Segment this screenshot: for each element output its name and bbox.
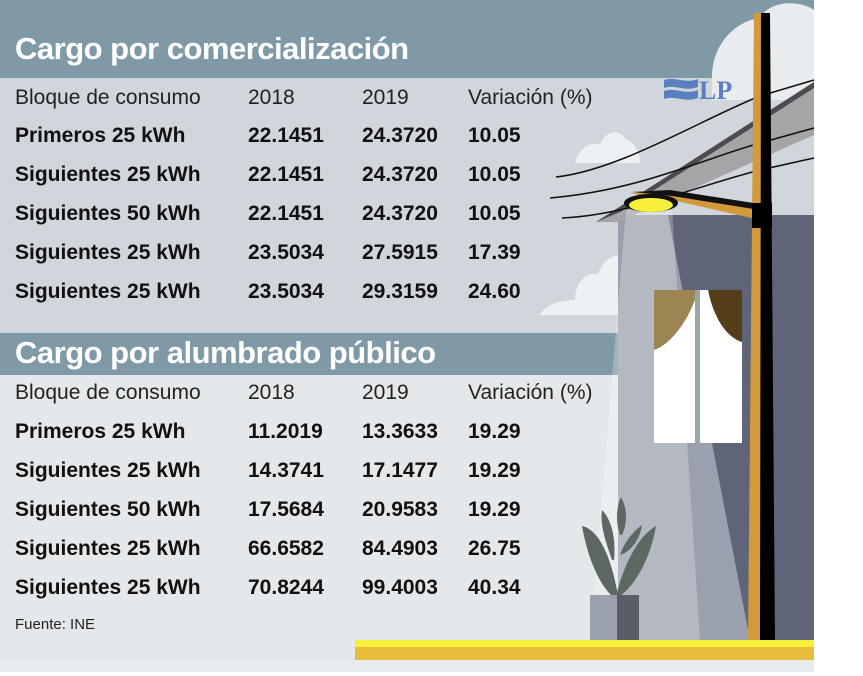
header-2018: 2018	[248, 86, 295, 109]
pole	[748, 13, 763, 640]
ground	[0, 660, 814, 672]
logo-flag-icon	[664, 78, 698, 100]
cell-value-2018: 17.5684	[248, 498, 324, 521]
table-row: Primeros 25 kWh 22.1451 24.3720 10.05	[0, 124, 620, 154]
window-frame	[695, 290, 700, 443]
table-row: Siguientes 25 kWh 22.1451 24.3720 10.05	[0, 163, 620, 193]
lamp-light	[629, 198, 673, 212]
cell-variation: 19.29	[468, 420, 521, 443]
header-variation: Variación (%)	[468, 381, 593, 404]
cell-value-2019: 99.4003	[362, 576, 438, 599]
plant-pot-shadow	[617, 595, 639, 640]
cell-variation: 17.39	[468, 241, 521, 264]
table-row: Siguientes 50 kWh 22.1451 24.3720 10.05	[0, 202, 620, 232]
cloud	[540, 255, 620, 315]
plant-leaf	[617, 497, 627, 535]
cell-block: Primeros 25 kWh	[15, 420, 186, 443]
cell-block: Siguientes 25 kWh	[15, 576, 201, 599]
title-band-1	[0, 0, 814, 78]
table-row: Siguientes 50 kWh 17.5684 20.9583 19.29	[0, 498, 620, 528]
curtain-right	[708, 290, 742, 342]
table-row: Primeros 25 kWh 11.2019 13.3633 19.29	[0, 420, 620, 450]
cell-value-2019: 27.5915	[362, 241, 438, 264]
cloud	[545, 132, 640, 163]
cell-value-2019: 17.1477	[362, 459, 438, 482]
table-1-header: Bloque de consumo 2018 2019 Variación (%…	[0, 86, 620, 116]
cell-block: Siguientes 25 kWh	[15, 280, 201, 303]
cell-value-2018: 23.5034	[248, 280, 324, 303]
cell-variation: 19.29	[468, 498, 521, 521]
plant-pot	[590, 595, 617, 640]
table-row: Siguientes 25 kWh 66.6582 84.4903 26.75	[0, 537, 620, 567]
power-line	[549, 127, 815, 199]
cell-value-2018: 11.2019	[248, 420, 323, 443]
table-1-title: Cargo por comercialización	[15, 31, 409, 66]
cell-value-2018: 70.8244	[248, 576, 324, 599]
header-2019: 2019	[362, 86, 409, 109]
pole-shadow	[760, 13, 775, 640]
table-2-header: Bloque de consumo 2018 2019 Variación (%…	[0, 381, 620, 411]
header-2019: 2019	[362, 381, 409, 404]
pole-bracket	[752, 203, 772, 228]
cell-block: Siguientes 25 kWh	[15, 241, 201, 264]
title-band-2	[0, 333, 620, 375]
table-row: Siguientes 25 kWh 23.5034 27.5915 17.39	[0, 241, 620, 271]
header-variation: Variación (%)	[468, 86, 593, 109]
cell-value-2018: 22.1451	[248, 163, 324, 186]
cell-variation: 24.60	[468, 280, 521, 303]
cell-value-2018: 66.6582	[248, 537, 324, 560]
sidewalk	[355, 647, 814, 660]
cell-block: Siguientes 50 kWh	[15, 202, 201, 225]
cell-value-2019: 24.3720	[362, 202, 438, 225]
source-note: Fuente: INE	[15, 616, 96, 633]
cell-value-2019: 84.4903	[362, 537, 438, 560]
power-line	[555, 79, 815, 178]
cell-variation: 10.05	[468, 124, 521, 147]
cell-value-2019: 20.9583	[362, 498, 438, 521]
cell-block: Siguientes 50 kWh	[15, 498, 201, 521]
cell-value-2018: 23.5034	[248, 241, 324, 264]
table-row: Siguientes 25 kWh 14.3741 17.1477 19.29	[0, 459, 620, 489]
header-block: Bloque de consumo	[15, 86, 201, 109]
header-2018: 2018	[248, 381, 295, 404]
cell-value-2019: 24.3720	[362, 163, 438, 186]
cell-value-2018: 22.1451	[248, 124, 324, 147]
cell-value-2019: 29.3159	[362, 280, 438, 303]
curtain-left	[654, 290, 698, 350]
cell-block: Siguientes 25 kWh	[15, 537, 201, 560]
cell-block: Primeros 25 kWh	[15, 124, 186, 147]
lower-background	[0, 375, 620, 672]
plant-leaf	[620, 525, 642, 555]
cell-block: Siguientes 25 kWh	[15, 163, 201, 186]
cell-variation: 26.75	[468, 537, 521, 560]
table-row: Siguientes 25 kWh 23.5034 29.3159 24.60	[0, 280, 620, 310]
lamp-arm-shadow	[632, 190, 760, 210]
cell-value-2019: 13.3633	[362, 420, 438, 443]
plant-leaf	[601, 510, 615, 560]
plant-leaf	[582, 526, 618, 596]
cell-variation: 40.34	[468, 576, 521, 599]
cell-value-2018: 22.1451	[248, 202, 324, 225]
cell-value-2019: 24.3720	[362, 124, 438, 147]
cell-value-2018: 14.3741	[248, 459, 324, 482]
sidewalk-edge	[355, 640, 814, 647]
cell-variation: 10.05	[468, 202, 521, 225]
table-row: Siguientes 25 kWh 70.8244 99.4003 40.34	[0, 576, 620, 606]
cell-block: Siguientes 25 kWh	[15, 459, 201, 482]
cell-variation: 19.29	[468, 459, 521, 482]
table-2-title: Cargo por alumbrado público	[15, 335, 436, 370]
logo: LP	[699, 76, 733, 105]
header-block: Bloque de consumo	[15, 381, 201, 404]
cell-variation: 10.05	[468, 163, 521, 186]
plant-leaf	[616, 526, 656, 596]
